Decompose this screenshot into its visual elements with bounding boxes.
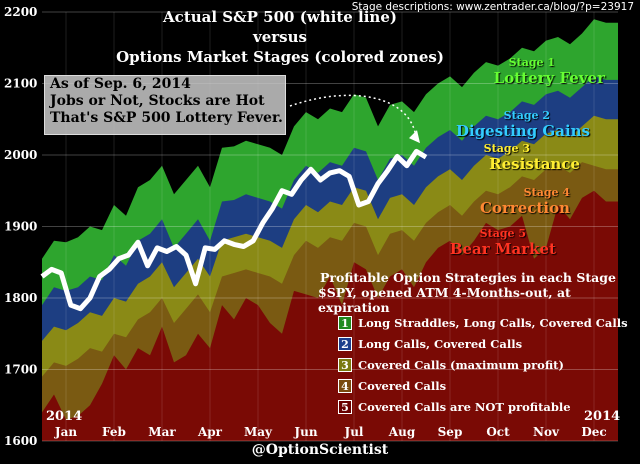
x-tick-label: Feb [102, 425, 126, 439]
y-tick-label: 1900 [4, 220, 37, 234]
stage-4-name: Correction [480, 199, 570, 217]
sp500-line [40, 148, 428, 312]
y-axis-ticks: 1600 1700 1800 1900 2000 2100 2200 [4, 5, 37, 448]
annotation-arrowhead [409, 130, 420, 144]
x-tick-label: Mar [148, 425, 176, 439]
stage-2-num: Stage 2 [503, 109, 550, 122]
x-tick-label: Jul [344, 425, 364, 439]
stage-1-num: Stage 1 [508, 56, 555, 69]
strategy-1-label: Long Straddles, Long Calls, Covered Call… [358, 316, 628, 330]
x-tick-label: Jan [54, 425, 77, 439]
strategy-3-box: 3 [338, 358, 352, 372]
source-link[interactable]: Stage descriptions: www.zentrader.ca/blo… [351, 1, 634, 13]
stage-4-label: Stage 4 Correction [440, 186, 570, 217]
strategy-3-label: Covered Calls (maximum profit) [358, 358, 564, 372]
x-tick-label: Aug [388, 425, 416, 439]
stage-3-name: Resistance [489, 155, 580, 173]
x-tick-label: Apr [197, 425, 223, 439]
strategy-5-label: Covered Calls are NOT profitable [358, 400, 571, 414]
y-tick-label: 2000 [4, 148, 37, 162]
note-line-2: Jobs or Not, Stocks are Hot [50, 93, 265, 109]
footer-handle: @OptionScientist [251, 442, 389, 458]
chart-title-versus: versus [253, 28, 307, 46]
chart-title: Actual S&P 500 (white line) [163, 8, 397, 26]
stage-5-label: Stage 5 Bear Market [440, 227, 556, 258]
stage-5-num: Stage 5 [479, 227, 526, 240]
y-tick-label: 2200 [4, 5, 37, 19]
note-line-3: That's S&P 500 Lottery Fever. [50, 110, 283, 126]
note-date: As of Sep. 6, 2014 [50, 76, 191, 92]
strategy-row-1: 1 Long Straddles, Long Calls, Covered Ca… [338, 316, 628, 330]
strategies-title: Profitable Option Strategies in each Sta… [318, 270, 640, 315]
strategy-1-box: 1 [338, 316, 352, 330]
strategy-4-label: Covered Calls [358, 379, 447, 393]
x-tick-label: Nov [533, 425, 560, 439]
year-label-end: 2014 [584, 409, 620, 424]
y-tick-label: 1700 [4, 363, 37, 377]
stage-3-num: Stage 3 [483, 142, 530, 155]
stage-3-label: Stage 3 Resistance [440, 142, 580, 173]
stage-2-label: Stage 2 Digesting Gains [440, 109, 590, 140]
strategy-row-4: 4 Covered Calls [338, 379, 446, 393]
stage-4-num: Stage 4 [523, 186, 570, 199]
strategy-4-box: 4 [338, 379, 352, 393]
stage-2-name: Digesting Gains [455, 122, 590, 140]
annotation-arrow [289, 94, 417, 138]
note-box: As of Sep. 6, 2014 Jobs or Not, Stocks a… [44, 75, 286, 135]
x-axis-ticks: Jan Feb Mar Apr May Jun Jul Aug Sep Oct Nov Dec [54, 425, 607, 439]
x-tick-label: Oct [486, 425, 510, 439]
strategy-row-2: 2 Long Calls, Covered Calls [338, 337, 522, 351]
strategy-2-label: Long Calls, Covered Calls [358, 337, 523, 351]
strategies-title-line-1: Profitable Option Strategies in each Sta… [320, 270, 616, 285]
y-tick-label: 1600 [4, 434, 37, 448]
x-tick-label: May [244, 425, 273, 439]
stage-1-label: Stage 1 Lottery Fever [440, 56, 605, 87]
strategy-5-box: 5 [338, 400, 352, 414]
y-tick-label: 1800 [4, 291, 37, 305]
x-tick-label: Dec [581, 425, 606, 439]
y-tick-label: 2100 [4, 77, 37, 91]
chart-subtitle: Options Market Stages (colored zones) [116, 48, 444, 66]
x-tick-label: Sep [438, 425, 463, 439]
stage-area-5 [42, 190, 618, 441]
strategies-title-line-2: $SPY, opened ATM 4-Months-out, at expira… [318, 285, 571, 315]
stage-5-name: Bear Market [449, 240, 556, 258]
strategy-2-box: 2 [338, 337, 352, 351]
stage-1-name: Lottery Fever [493, 69, 605, 87]
strategy-row-5: 5 Covered Calls are NOT profitable [338, 400, 571, 414]
year-label-start: 2014 [46, 409, 82, 424]
x-tick-label: Jun [293, 425, 317, 439]
strategy-row-3: 3 Covered Calls (maximum profit) [338, 358, 564, 372]
stage-areas [42, 19, 618, 442]
